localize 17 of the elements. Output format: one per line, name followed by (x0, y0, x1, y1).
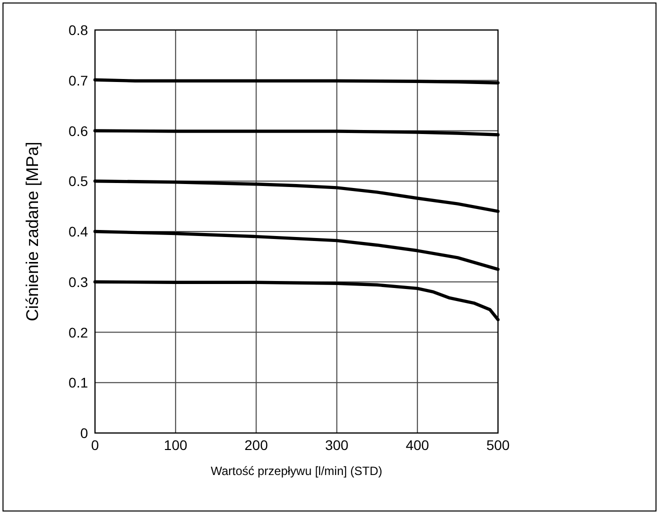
y-tick-label: 0.1 (68, 374, 88, 391)
y-tick-label: 0.8 (68, 22, 88, 38)
x-tick-label: 100 (164, 437, 188, 453)
y-axis-title: Ciśnienie zadane [MPa] (23, 142, 42, 322)
x-tick-label: 200 (244, 437, 268, 453)
x-tick-label: 500 (486, 437, 510, 453)
x-tick-label: 0 (91, 437, 100, 453)
y-tick-label: 0.5 (68, 173, 88, 190)
x-tick-label: 400 (406, 437, 430, 453)
y-tick-label: 0.3 (68, 274, 88, 290)
y-tick-label: 0.2 (68, 324, 88, 340)
y-tick-label: 0 (80, 425, 88, 441)
y-tick-label: 0.4 (68, 224, 88, 240)
x-tick-label: 300 (325, 437, 349, 453)
y-tick-label: 0.7 (68, 72, 88, 88)
y-tick-label: 0.6 (68, 122, 88, 139)
x-axis-title: Wartość przepływu [l/min] (STD) (210, 464, 382, 478)
